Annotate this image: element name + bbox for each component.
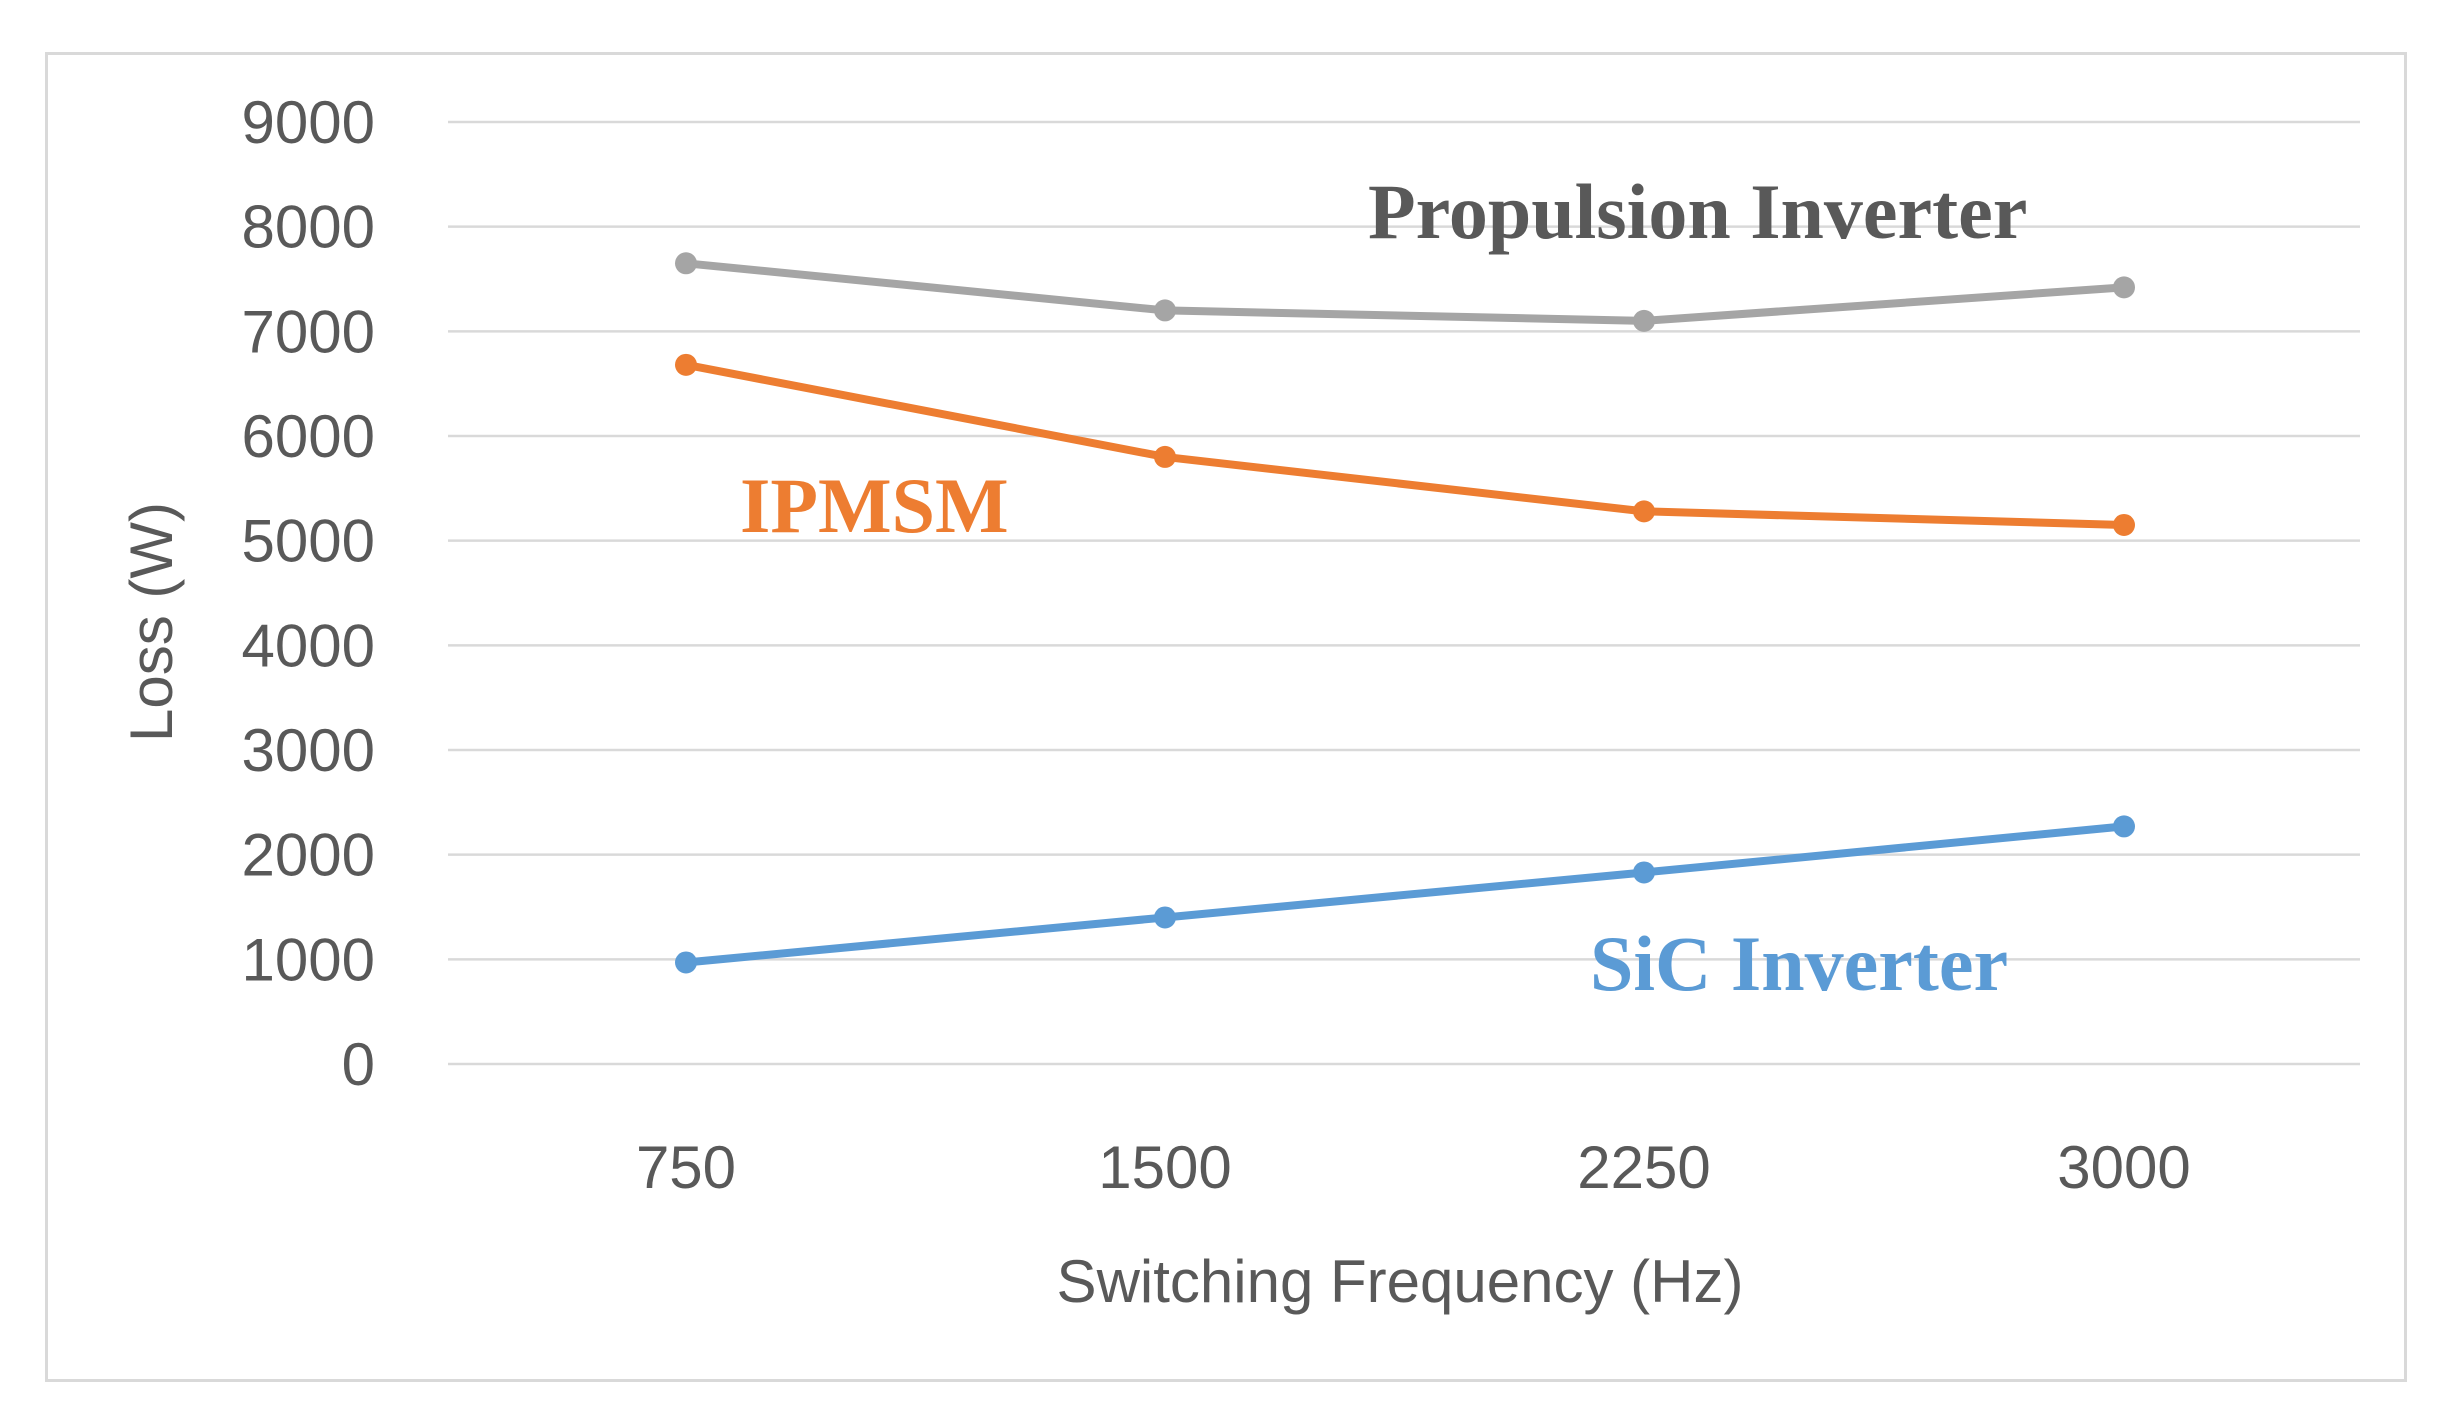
y-tick-label: 5000 (242, 508, 375, 575)
y-tick-label: 3000 (242, 717, 375, 784)
x-tick-label: 3000 (2057, 1134, 2190, 1201)
x-tick-labels: 750 1500 2250 3000 (636, 1134, 2191, 1201)
chart-frame (45, 52, 2407, 1382)
series-line-sic-inverter (682, 822, 2128, 967)
series-points (675, 252, 2135, 974)
data-point-ipmsm (1154, 445, 1176, 468)
series-label-ipmsm: IPMSM (740, 462, 1009, 549)
x-tick-label: 1500 (1098, 1134, 1231, 1201)
y-tick-label: 1000 (242, 926, 375, 993)
x-tick-label: 750 (636, 1134, 736, 1201)
y-axis-title: Loss (W) (118, 502, 185, 742)
y-tick-label: 4000 (242, 612, 375, 679)
y-tick-label: 7000 (242, 298, 375, 365)
data-point-propulsion-inverter (1154, 299, 1176, 322)
y-tick-label: 6000 (242, 403, 375, 470)
data-point-propulsion-inverter (1633, 309, 1655, 332)
y-tick-label: 0 (342, 1031, 375, 1098)
gridlines (448, 120, 2360, 1066)
y-tick-label: 9000 (242, 89, 375, 156)
x-tick-label: 2250 (1577, 1134, 1710, 1201)
series-label-sic-inverter: SiC Inverter (1590, 920, 2008, 1007)
series-line-propulsion-inverter (682, 259, 2128, 325)
data-point-sic-inverter (1633, 861, 1655, 884)
series-label-propulsion-inverter: Propulsion Inverter (1368, 168, 2027, 255)
series-line-ipmsm (682, 360, 2128, 529)
data-point-propulsion-inverter (675, 252, 697, 275)
data-point-ipmsm (2113, 513, 2135, 536)
x-axis-title: Switching Frequency (Hz) (1057, 1248, 1744, 1315)
data-point-ipmsm (1633, 500, 1655, 523)
y-tick-labels: 0 1000 2000 3000 4000 5000 6000 7000 8000 9000 (242, 89, 375, 1098)
data-point-ipmsm (675, 353, 697, 376)
y-tick-label: 8000 (242, 194, 375, 261)
data-point-sic-inverter (675, 951, 697, 974)
series-lines (682, 259, 2128, 967)
data-point-sic-inverter (1154, 906, 1176, 929)
y-tick-label: 2000 (242, 822, 375, 889)
data-point-sic-inverter (2113, 815, 2135, 838)
data-point-propulsion-inverter (2113, 276, 2135, 299)
